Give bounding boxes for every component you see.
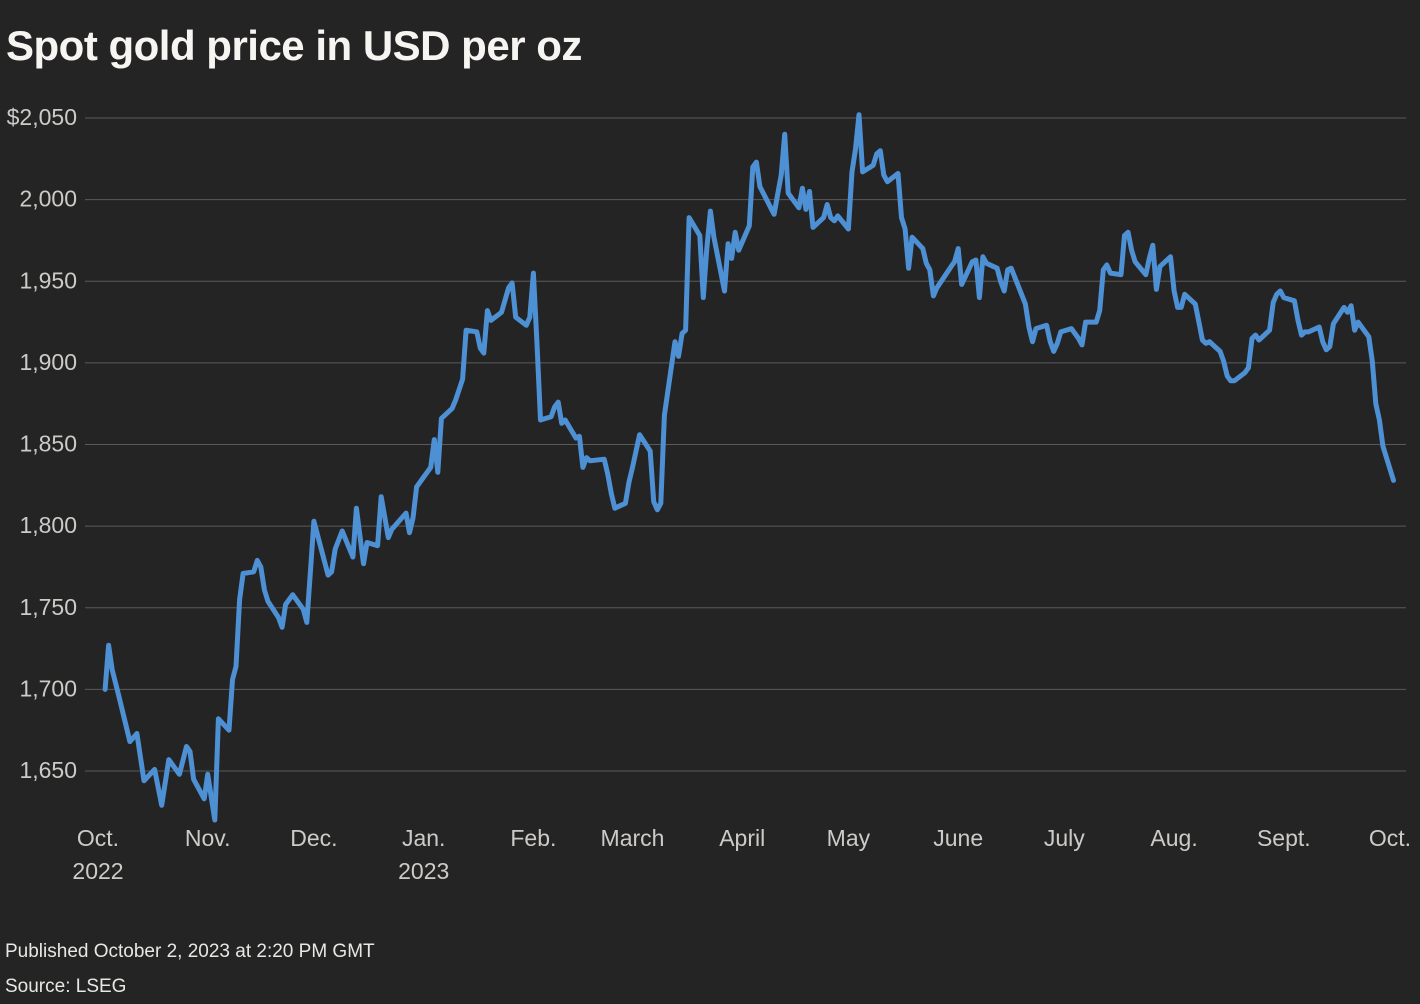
- x-tick-label: Nov.: [185, 825, 231, 851]
- chart-footer: Published October 2, 2023 at 2:20 PM GMT…: [5, 934, 375, 1004]
- y-tick-label: 2,000: [19, 186, 77, 212]
- y-tick-label: $2,050: [7, 104, 77, 130]
- chart-title: Spot gold price in USD per oz: [6, 22, 582, 69]
- x-tick-year-label: 2023: [398, 858, 449, 884]
- x-tick-label: Feb.: [510, 825, 556, 851]
- price-line: [102, 112, 1396, 823]
- x-tick-label: Sept.: [1257, 825, 1311, 851]
- x-tick-label: May: [827, 825, 871, 851]
- y-tick-label: 1,950: [19, 267, 77, 293]
- x-tick-label: March: [601, 825, 665, 851]
- x-tick-label: June: [933, 825, 983, 851]
- x-tick-label: Oct.: [1369, 825, 1411, 851]
- y-tick-label: 1,900: [19, 349, 77, 375]
- x-tick-label: Aug.: [1150, 825, 1197, 851]
- x-tick-label: April: [719, 825, 765, 851]
- x-tick-label: July: [1044, 825, 1085, 851]
- y-tick-label: 1,750: [19, 594, 77, 620]
- x-tick-label: Oct.: [77, 825, 119, 851]
- x-tick-label: Dec.: [290, 825, 337, 851]
- x-tick-year-label: 2022: [72, 858, 123, 884]
- x-tick-label: Jan.: [402, 825, 445, 851]
- source-note: Source: LSEG: [5, 976, 127, 997]
- y-tick-label: 1,800: [19, 512, 77, 538]
- y-tick-label: 1,850: [19, 431, 77, 457]
- y-tick-label: 1,650: [19, 757, 77, 783]
- published-timestamp: Published October 2, 2023 at 2:20 PM GMT: [5, 941, 375, 962]
- y-tick-label: 1,700: [19, 675, 77, 701]
